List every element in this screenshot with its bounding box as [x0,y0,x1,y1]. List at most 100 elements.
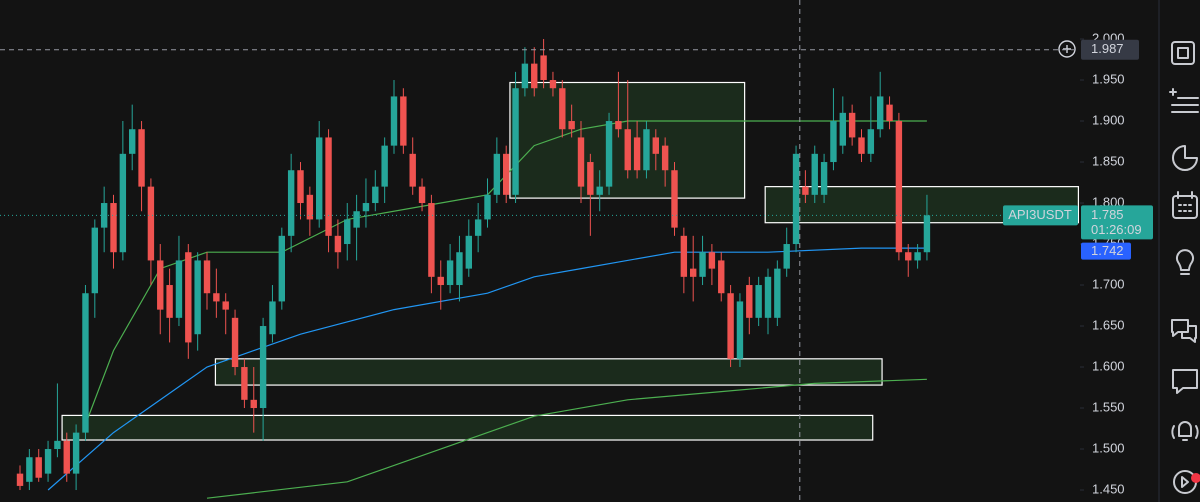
candle-body [222,301,229,310]
candle-body [689,268,697,277]
candle-body [671,170,678,228]
crosshair-label-box [1081,39,1139,60]
candle-body [895,121,903,253]
symbol-label-box [1003,205,1078,226]
candle-body [615,121,622,130]
candle-body [867,129,875,154]
crosshair-label: 1.987 [1091,41,1124,56]
candle-body [269,301,276,335]
candle-body [287,170,295,236]
candle-body [241,367,248,400]
sidebar-icon[interactable] [1172,191,1198,219]
sidebar-icon[interactable] [1171,421,1199,441]
candle-body [914,252,921,261]
candle-body [325,137,332,236]
candle-body [531,63,538,89]
candle-body [643,129,650,171]
candle-body [708,252,716,269]
candle-body [746,285,753,318]
candle-body [661,145,669,171]
y-tick-label: 1.450 [1092,481,1125,496]
ma-price-label: 1.742 [1091,243,1124,258]
sidebar-icon[interactable] [1172,369,1198,394]
candle-body [839,112,846,146]
candle-body [718,260,725,294]
candle-body [362,203,370,212]
candle-body [72,432,80,474]
candle-body [175,260,183,318]
candle-body [549,80,557,89]
ma-price-box [1081,242,1131,260]
y-tick-label: 1.950 [1092,71,1125,86]
candle-body [876,96,884,130]
sidebar-icon[interactable] [1172,145,1198,171]
y-tick-label: 1.500 [1092,440,1125,455]
candle-body [119,153,127,253]
sidebar [1169,41,1200,494]
candle-body [858,137,865,154]
candle-body [446,260,454,286]
candle-body [652,137,659,154]
candle-body [297,170,304,204]
countdown: 01:26:09 [1091,222,1142,237]
candle-body [138,129,145,187]
candle-body [344,219,351,245]
y-tick-label: 1.600 [1092,358,1125,373]
candle-body [774,268,781,318]
candle-body [764,276,772,318]
y-tick-label: 1.550 [1092,399,1125,414]
candle-body [559,88,566,130]
moving-average-line [84,120,927,425]
candle-body [316,137,323,220]
moving-average-line [206,378,927,499]
candle-body [680,235,688,277]
candle-body [390,96,398,146]
candle-body [129,129,136,154]
candle-body [699,252,706,277]
candle-body [633,137,641,171]
candle-body [278,235,286,302]
candle-body [624,129,631,171]
candle-body [400,96,407,146]
candle-body [587,162,594,195]
candle-body [91,227,99,294]
crosshair-button[interactable] [1058,40,1076,58]
last-price-label: 1.785 [1091,207,1124,222]
candle-body [802,186,809,195]
candle-body [512,88,519,195]
candle-body [166,285,173,318]
candle-body [905,252,912,261]
sidebar-icon[interactable] [1171,41,1195,65]
candle-body [886,104,893,122]
candle-body [203,260,211,294]
candle-body [16,473,24,486]
candle-body [783,244,790,269]
sidebar-icon[interactable] [1176,249,1194,275]
y-tick-label: 1.650 [1092,317,1125,332]
candle-body [540,55,547,81]
symbol-label: API3USDT [1008,207,1072,222]
candle-body [484,194,491,220]
candle-body [110,203,117,253]
candle-body [306,194,314,220]
sidebar-icon[interactable] [1173,470,1200,494]
candle-body [792,153,800,245]
candle-body [231,317,239,368]
y-tick-label: 1.700 [1092,276,1125,291]
candle-body [596,186,603,195]
candle-body [811,153,818,195]
sidebar-icon[interactable] [1171,319,1197,343]
candle-body [353,211,360,228]
candle-body [54,440,61,450]
candle-body [63,440,70,474]
candle-body [381,145,388,187]
candle-body [727,293,734,359]
candle-body [418,186,426,204]
zone [61,414,874,441]
sidebar-icon[interactable] [1169,88,1199,113]
candle-body [568,121,575,130]
candle-body [147,186,155,261]
